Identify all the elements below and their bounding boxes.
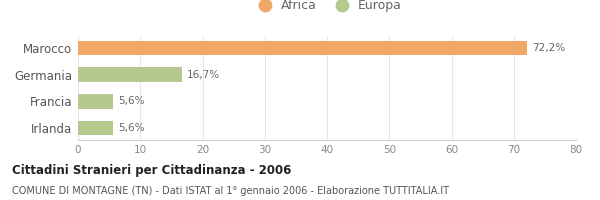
Bar <box>78 121 113 135</box>
Text: Cittadini Stranieri per Cittadinanza - 2006: Cittadini Stranieri per Cittadinanza - 2… <box>12 164 292 177</box>
Text: 72,2%: 72,2% <box>532 43 566 53</box>
Legend: Africa, Europa: Africa, Europa <box>247 0 407 17</box>
Bar <box>78 41 527 55</box>
Text: COMUNE DI MONTAGNE (TN) - Dati ISTAT al 1° gennaio 2006 - Elaborazione TUTTITALI: COMUNE DI MONTAGNE (TN) - Dati ISTAT al … <box>12 186 449 196</box>
Bar <box>78 67 182 82</box>
Text: 16,7%: 16,7% <box>187 70 220 80</box>
Text: 5,6%: 5,6% <box>118 96 145 106</box>
Bar <box>78 94 113 109</box>
Text: 5,6%: 5,6% <box>118 123 145 133</box>
